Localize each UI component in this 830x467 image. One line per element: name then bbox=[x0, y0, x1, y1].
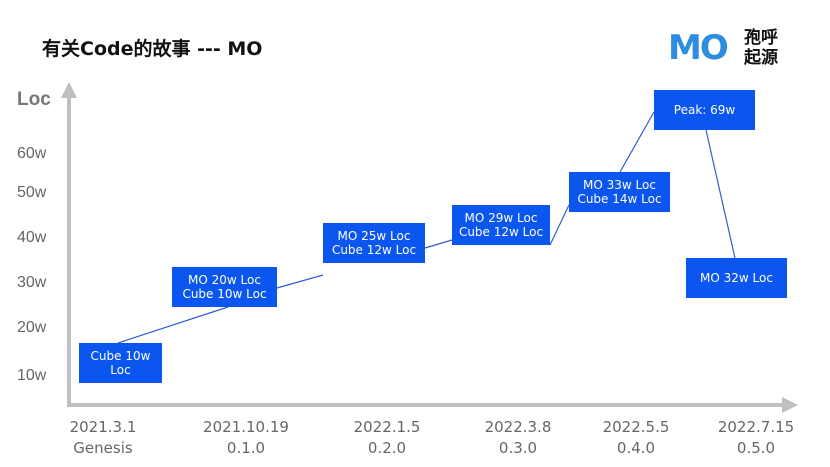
x-tick-version: 0.4.0 bbox=[617, 439, 655, 457]
brand-logo: MO 孢呼 起源 bbox=[668, 28, 798, 70]
data-label-box: MO 20w Loc Cube 10w Loc bbox=[172, 267, 277, 307]
logo-text-line2: 起源 bbox=[744, 48, 778, 68]
y-axis-arrow bbox=[61, 82, 77, 98]
data-label-text: Peak: 69w bbox=[673, 103, 736, 117]
y-axis-label: Loc bbox=[17, 89, 51, 110]
x-tick-version: 0.2.0 bbox=[368, 439, 406, 457]
logo-text: 孢呼 起源 bbox=[744, 28, 778, 68]
x-tick-date: 2021.3.1 bbox=[70, 418, 137, 436]
x-tick-date: 2022.5.5 bbox=[603, 418, 670, 436]
data-label-box: Cube 10w Loc bbox=[79, 343, 162, 383]
x-ticks: 2021.3.1 Genesis 2021.10.19 0.1.0 2022.1.5 0.… bbox=[70, 418, 795, 457]
x-tick-date: 2022.7.15 bbox=[718, 418, 794, 436]
data-label-box: MO 33w Loc Cube 14w Loc bbox=[569, 172, 670, 212]
data-label-text: Cube 12w Loc bbox=[458, 225, 544, 239]
connector-lines bbox=[117, 111, 736, 344]
x-tick-version: 0.5.0 bbox=[737, 439, 775, 457]
data-label-text: Cube 12w Loc bbox=[331, 243, 417, 257]
y-tick-label: 10w bbox=[17, 367, 47, 384]
x-tick-version: 0.3.0 bbox=[499, 439, 537, 457]
x-tick-date: 2022.1.5 bbox=[354, 418, 421, 436]
logo-mark: MO bbox=[668, 28, 729, 68]
y-tick-label: 20w bbox=[17, 319, 47, 336]
connector-line bbox=[276, 274, 324, 289]
data-label-text: MO 25w Loc bbox=[337, 229, 411, 243]
logo-text-line1: 孢呼 bbox=[744, 28, 778, 48]
connector-line bbox=[705, 129, 736, 259]
x-tick-version: Genesis bbox=[73, 439, 133, 457]
data-label-text: Cube 14w Loc bbox=[577, 192, 662, 206]
connector-line bbox=[619, 111, 655, 173]
y-tick-label: 50w bbox=[17, 184, 47, 201]
y-tick-label: 30w bbox=[17, 274, 47, 291]
data-label-text: MO 33w Loc bbox=[583, 178, 656, 192]
data-label-text: Cube 10w bbox=[90, 349, 151, 363]
data-label-box: MO 32w Loc bbox=[686, 258, 787, 298]
data-label-box: Peak: 69w bbox=[654, 90, 755, 130]
x-tick-date: 2021.10.19 bbox=[203, 418, 289, 436]
y-ticks: 10w 20w 30w 40w 50w 60w bbox=[17, 145, 47, 384]
x-tick-version: 0.1.0 bbox=[227, 439, 265, 457]
data-label-text: MO 32w Loc bbox=[700, 271, 773, 285]
x-tick-date: 2022.3.8 bbox=[485, 418, 552, 436]
data-label-box: MO 25w Loc Cube 12w Loc bbox=[323, 223, 425, 263]
y-tick-label: 60w bbox=[17, 145, 47, 162]
data-label-text: MO 29w Loc bbox=[464, 211, 538, 225]
y-tick-label: 40w bbox=[17, 229, 47, 246]
x-axis-arrow bbox=[782, 397, 798, 413]
data-label-box: MO 29w Loc Cube 12w Loc bbox=[452, 205, 550, 245]
data-label-text: MO 20w Loc bbox=[188, 273, 261, 287]
connector-line bbox=[549, 204, 570, 246]
chart-title: 有关Code的故事 --- MO bbox=[42, 38, 263, 60]
axes bbox=[61, 82, 798, 413]
connector-line bbox=[117, 306, 229, 344]
data-label-text: Cube 10w Loc bbox=[182, 287, 267, 301]
connector-line bbox=[424, 239, 453, 249]
data-label-text: Loc bbox=[110, 363, 131, 377]
